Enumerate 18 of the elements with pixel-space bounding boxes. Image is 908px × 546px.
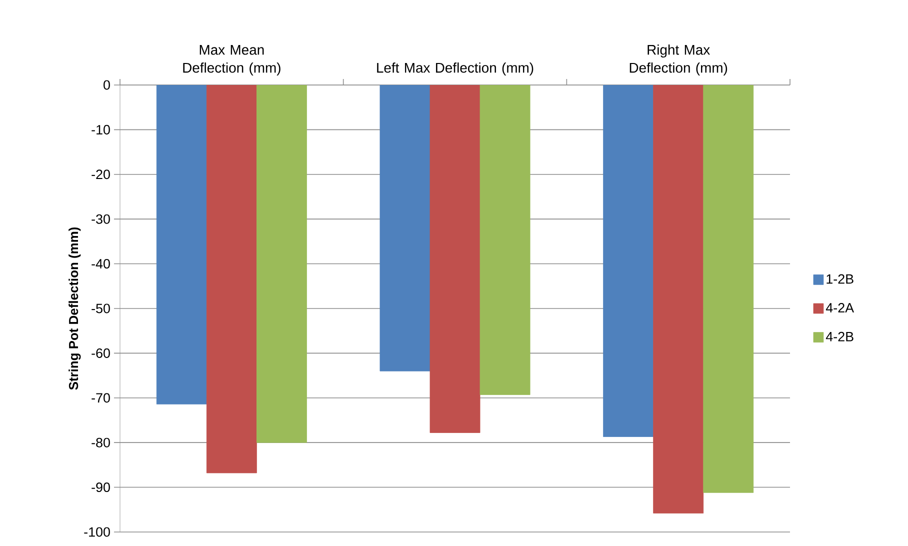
y-tick-label: -10 xyxy=(92,124,110,134)
y-tick-label: -20 xyxy=(92,170,110,180)
x-tick-label: Left Max Deflection (mm) xyxy=(377,62,534,76)
y-tick-label: -90 xyxy=(92,482,110,492)
y-tick-label: -30 xyxy=(92,214,110,224)
y-tick-label: 0 xyxy=(104,80,110,90)
y-tick-label: -40 xyxy=(92,259,110,269)
y-tick-label: -100 xyxy=(84,527,110,537)
y-tick-label: -70 xyxy=(92,393,110,403)
y-axis-title: String Pot Deflection (mm) xyxy=(68,227,81,390)
y-tick-label: -50 xyxy=(92,304,110,314)
legend-label: 4-2B xyxy=(826,332,854,342)
legend-label: 4-2A xyxy=(826,303,854,312)
x-tick-label: Right Max Deflection (mm) xyxy=(630,44,728,76)
y-tick-label: -60 xyxy=(92,348,110,358)
x-tick-label: Max Mean Deflection (mm) xyxy=(183,45,280,76)
legend-label: 1-2B xyxy=(826,274,854,284)
y-tick-label: -80 xyxy=(92,438,110,448)
